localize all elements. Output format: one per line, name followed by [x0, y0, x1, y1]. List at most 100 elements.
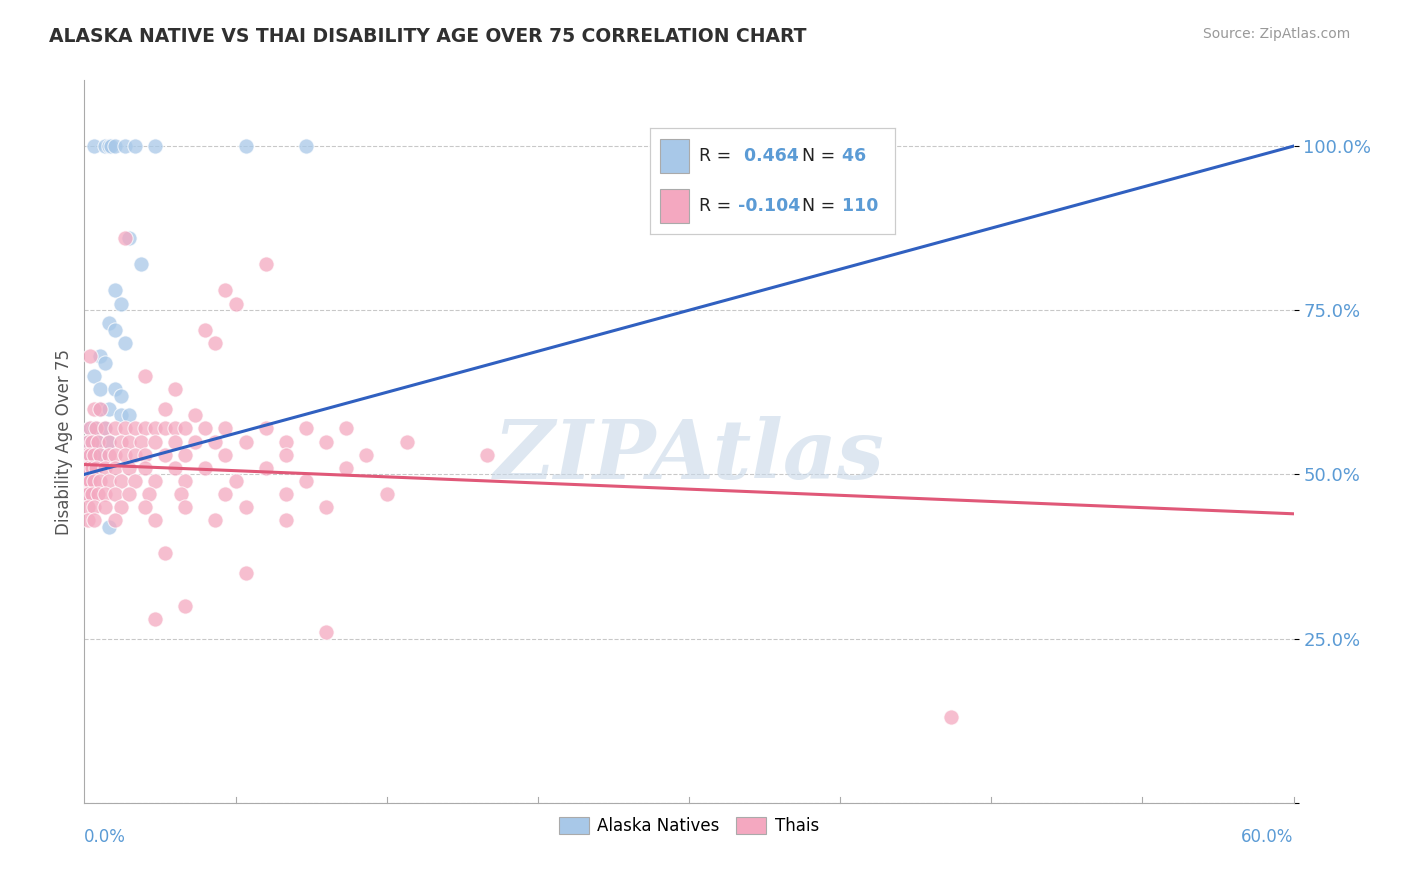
Point — [110, 500, 132, 515]
Point — [87, 434, 110, 449]
Point — [138, 487, 160, 501]
Point — [124, 474, 146, 488]
Point — [939, 710, 962, 724]
Point — [79, 474, 101, 488]
Point — [93, 139, 115, 153]
Point — [114, 336, 136, 351]
Point — [77, 460, 100, 475]
Point — [86, 421, 108, 435]
Point — [165, 382, 187, 396]
Point — [143, 434, 166, 449]
Point — [104, 284, 127, 298]
Point — [204, 336, 226, 351]
Point — [194, 460, 217, 475]
Point — [79, 349, 101, 363]
Point — [143, 612, 166, 626]
Point — [93, 460, 115, 475]
Point — [100, 139, 122, 153]
Point — [86, 460, 108, 475]
Point — [170, 487, 193, 501]
Point — [315, 500, 337, 515]
Point — [118, 409, 141, 423]
Point — [89, 474, 111, 488]
Point — [165, 421, 187, 435]
Point — [118, 434, 141, 449]
Point — [254, 421, 277, 435]
Point — [274, 434, 297, 449]
Point — [214, 448, 236, 462]
Point — [83, 401, 105, 416]
Point — [274, 487, 297, 501]
Text: R =: R = — [699, 197, 737, 216]
Point — [77, 434, 100, 449]
Point — [110, 296, 132, 310]
Point — [114, 139, 136, 153]
Point — [204, 434, 226, 449]
Point — [83, 513, 105, 527]
Point — [79, 421, 101, 435]
Point — [129, 434, 152, 449]
Point — [97, 474, 120, 488]
Point — [89, 382, 111, 396]
Point — [375, 487, 398, 501]
Point — [104, 421, 127, 435]
Point — [110, 434, 132, 449]
Point — [89, 401, 111, 416]
Point — [114, 421, 136, 435]
Point — [118, 460, 141, 475]
Point — [93, 356, 115, 370]
Point — [93, 421, 115, 435]
Point — [274, 513, 297, 527]
Point — [110, 388, 132, 402]
Point — [174, 474, 197, 488]
Point — [134, 500, 156, 515]
Point — [93, 421, 115, 435]
Point — [79, 448, 101, 462]
Point — [93, 500, 115, 515]
Point — [153, 546, 176, 560]
Point — [118, 487, 141, 501]
Point — [82, 460, 104, 475]
Point — [82, 434, 104, 449]
Point — [165, 434, 187, 449]
Point — [89, 349, 111, 363]
Point — [124, 139, 146, 153]
Point — [254, 257, 277, 271]
Point — [75, 448, 97, 462]
Point — [184, 434, 207, 449]
Point — [82, 434, 104, 449]
Point — [110, 474, 132, 488]
FancyBboxPatch shape — [659, 189, 689, 224]
Text: 110: 110 — [837, 197, 879, 216]
Text: 0.0%: 0.0% — [84, 828, 127, 847]
Text: N =: N = — [801, 147, 841, 165]
Point — [83, 139, 105, 153]
Point — [143, 139, 166, 153]
Point — [89, 448, 111, 462]
Point — [75, 487, 97, 501]
Point — [235, 139, 257, 153]
Point — [77, 474, 100, 488]
Point — [104, 487, 127, 501]
Point — [315, 625, 337, 640]
Point — [87, 487, 110, 501]
Point — [214, 284, 236, 298]
Point — [124, 421, 146, 435]
Point — [214, 421, 236, 435]
Point — [214, 487, 236, 501]
Point — [118, 231, 141, 245]
Point — [174, 448, 197, 462]
Point — [83, 448, 105, 462]
Point — [335, 460, 357, 475]
Point — [174, 599, 197, 613]
Point — [104, 513, 127, 527]
Point — [75, 460, 97, 475]
Point — [75, 448, 97, 462]
Point — [77, 474, 100, 488]
Point — [153, 421, 176, 435]
Point — [79, 421, 101, 435]
Point — [82, 487, 104, 501]
FancyBboxPatch shape — [659, 139, 689, 173]
Point — [97, 448, 120, 462]
Point — [254, 460, 277, 475]
